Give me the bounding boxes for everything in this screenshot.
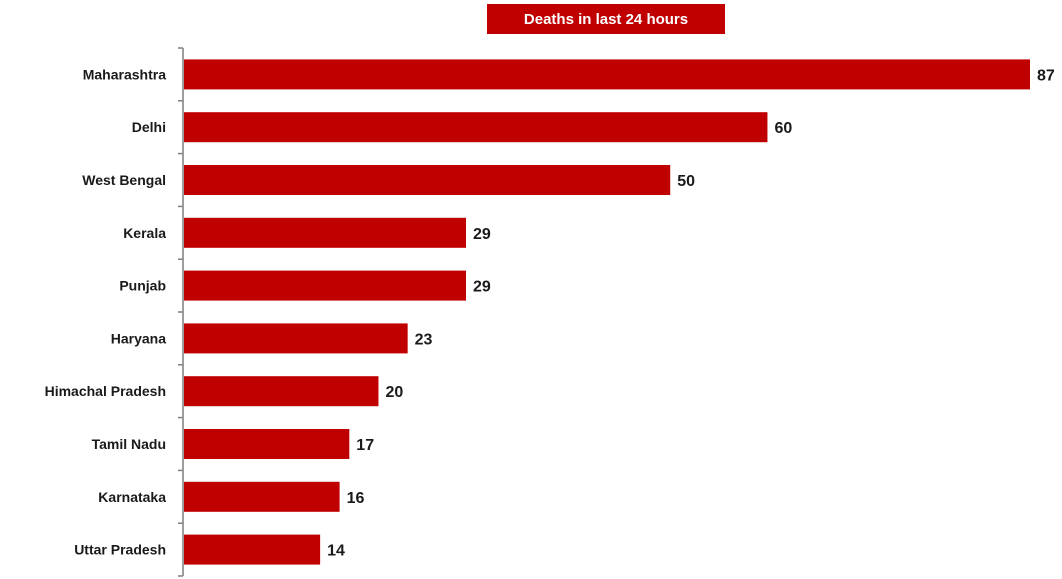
category-label: Tamil Nadu [92, 436, 166, 452]
value-label: 16 [347, 490, 365, 507]
bar [184, 534, 321, 565]
category-label: Delhi [132, 119, 166, 135]
bar [184, 376, 379, 407]
bar [184, 270, 466, 301]
category-labels: Maharashtra Delhi West Bengal Kerala Punjab H… [45, 66, 167, 557]
category-label: Punjab [119, 278, 166, 294]
category-label: Karnataka [98, 489, 166, 505]
category-label: Haryana [111, 330, 166, 346]
value-label: 50 [677, 173, 695, 190]
category-label: Uttar Pradesh [74, 542, 166, 558]
bar [184, 59, 1030, 90]
category-axis [178, 47, 184, 577]
chart-title-background [487, 4, 725, 34]
category-label: Kerala [123, 225, 166, 241]
category-label: West Bengal [82, 172, 166, 188]
bar [184, 481, 340, 512]
chart-title: Deaths in last 24 hours [487, 4, 725, 34]
value-label: 87 [1037, 67, 1055, 84]
category-label: Himachal Pradesh [45, 383, 166, 399]
value-label: 20 [385, 384, 403, 401]
bar [184, 217, 466, 248]
value-label: 23 [415, 331, 433, 348]
bar [184, 165, 671, 195]
value-label: 29 [473, 226, 491, 243]
bar [184, 323, 408, 354]
value-label: 60 [774, 120, 792, 137]
value-label: 17 [356, 437, 374, 454]
value-label: 14 [327, 543, 345, 560]
value-label: 29 [473, 279, 491, 296]
bars [184, 59, 1030, 565]
value-labels: 87 60 50 29 29 23 20 17 16 14 [327, 67, 1055, 559]
bar [184, 112, 768, 143]
chart-title-text: Deaths in last 24 hours [524, 11, 688, 28]
bar [184, 429, 350, 459]
category-label: Maharashtra [83, 66, 166, 82]
